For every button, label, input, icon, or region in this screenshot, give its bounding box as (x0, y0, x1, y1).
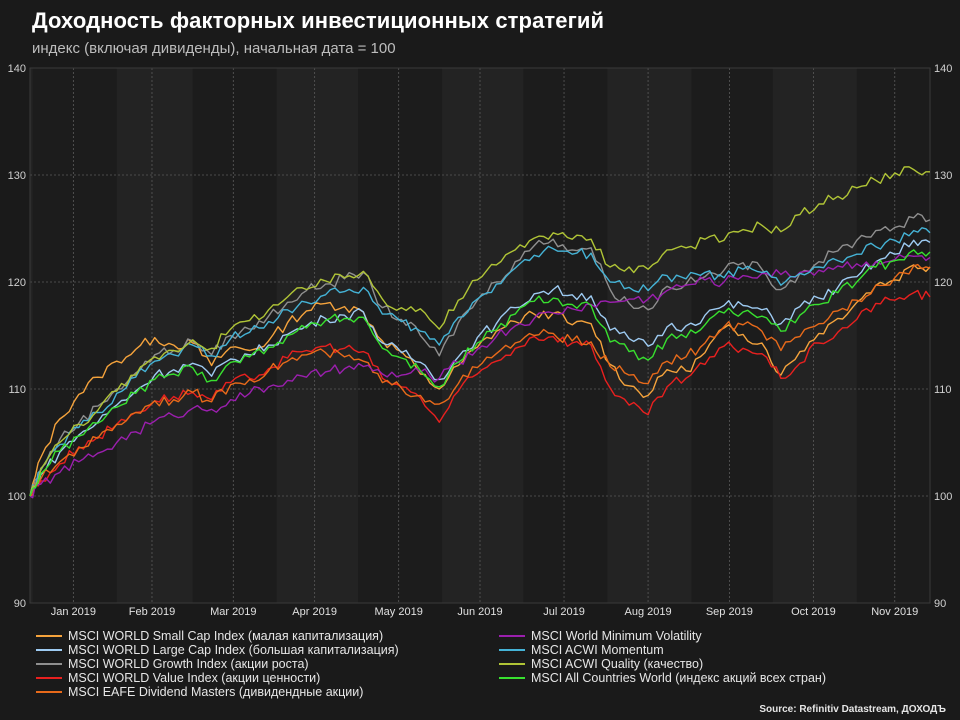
x-tick-label-9: Oct 2019 (791, 606, 836, 618)
legend-swatch (499, 649, 525, 651)
series-line-0 (29, 264, 931, 497)
y-tick-left-140: 140 (8, 63, 26, 75)
y-tick-left-120: 120 (8, 277, 26, 289)
series-line-7 (29, 166, 930, 497)
x-tick-label-5: Jun 2019 (457, 606, 502, 618)
series-line-5 (29, 254, 931, 499)
y-tick-right-110: 110 (934, 384, 952, 396)
x-tick-label-2: Mar 2019 (210, 606, 256, 618)
legend-swatch (499, 677, 525, 679)
x-tick-label-7: Aug 2019 (625, 606, 672, 618)
legend-swatch (499, 663, 525, 665)
legend-label: MSCI World Minimum Volatility (531, 629, 702, 643)
x-tick-label-0: Jan 2019 (51, 606, 96, 618)
series-line-4 (29, 263, 931, 497)
x-tick-label-6: Jul 2019 (543, 606, 585, 618)
series-line-6 (29, 227, 931, 497)
legend-item-1: MSCI WORLD Large Cap Index (большая капи… (36, 643, 399, 657)
plot-frame (29, 67, 931, 604)
legend-item-4: MSCI EAFE Dividend Masters (дивидендные … (36, 685, 363, 699)
legend-label: MSCI WORLD Small Cap Index (малая капита… (68, 629, 384, 643)
chart-title: Доходность факторных инвестиционных стра… (32, 8, 605, 33)
month-shade-4 (691, 68, 773, 603)
legend-swatch (499, 635, 525, 637)
legend-item-0: MSCI WORLD Small Cap Index (малая капита… (36, 629, 383, 643)
x-tick-label-3: Apr 2019 (292, 606, 337, 618)
legend-item-3: MSCI WORLD Value Index (акции ценности) (36, 671, 320, 685)
legend-swatch (36, 677, 62, 679)
y-tick-left-100: 100 (8, 491, 26, 503)
x-tick-label-4: May 2019 (375, 606, 423, 618)
y-tick-left-90: 90 (14, 598, 26, 610)
legend-swatch (36, 649, 62, 651)
legend-swatch (36, 691, 62, 693)
legend-label: MSCI EAFE Dividend Masters (дивидендные … (68, 685, 364, 699)
legend-label: MSCI ACWI Momentum (531, 643, 664, 657)
series-line-8 (29, 249, 931, 497)
series-line-3 (29, 289, 931, 497)
y-tick-left-130: 130 (8, 170, 26, 182)
series-line-1 (29, 239, 931, 497)
legend-label: MSCI All Countries World (индекс акций в… (531, 671, 826, 685)
y-tick-right-120: 120 (934, 277, 952, 289)
y-tick-right-100: 100 (934, 491, 952, 503)
legend-swatch (36, 663, 62, 665)
legend-item-7: MSCI ACWI Quality (качество) (499, 657, 703, 671)
month-shade-5 (856, 68, 930, 603)
legend-swatch (36, 635, 62, 637)
legend-item-5: MSCI World Minimum Volatility (499, 629, 702, 643)
y-tick-right-130: 130 (934, 170, 952, 182)
legend-item-2: MSCI WORLD Growth Index (акции роста) (36, 657, 309, 671)
legend-label: MSCI WORLD Large Cap Index (большая капи… (68, 643, 399, 657)
x-tick-label-10: Nov 2019 (871, 606, 918, 618)
legend-item-8: MSCI All Countries World (индекс акций в… (499, 671, 826, 685)
source-note: Source: Refinitiv Datastream, ДОХОДЪ (759, 704, 946, 715)
y-tick-right-90: 90 (934, 598, 946, 610)
x-tick-label-1: Feb 2019 (129, 606, 175, 618)
month-shade-2 (358, 68, 443, 603)
y-tick-left-110: 110 (8, 384, 26, 396)
legend-label: MSCI ACWI Quality (качество) (531, 657, 704, 671)
month-shade-1 (192, 68, 277, 603)
legend-label: MSCI WORLD Value Index (акции ценности) (68, 671, 321, 685)
month-shade-0 (32, 68, 117, 603)
chart-subtitle: индекс (включая дивиденды), начальная да… (32, 40, 396, 57)
y-tick-right-140: 140 (934, 63, 952, 75)
chart-legend: MSCI WORLD Small Cap Index (малая капита… (36, 629, 916, 701)
legend-item-6: MSCI ACWI Momentum (499, 643, 664, 657)
x-tick-label-8: Sep 2019 (706, 606, 753, 618)
legend-label: MSCI WORLD Growth Index (акции роста) (68, 657, 309, 671)
